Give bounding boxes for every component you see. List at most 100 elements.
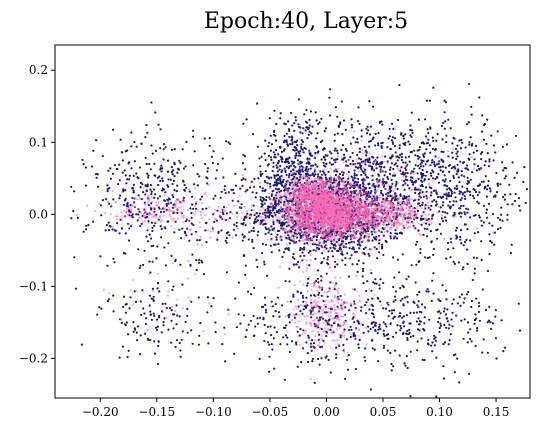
data-point [489,239,492,243]
data-point [333,158,336,162]
data-point [299,327,302,330]
data-point [389,147,392,151]
data-point [410,111,413,114]
data-point [336,132,339,135]
data-point [345,358,349,361]
data-point [375,178,378,181]
data-point [390,369,393,372]
data-point [275,174,278,177]
data-point [501,145,505,148]
data-point [306,121,309,124]
data-point [270,239,273,242]
data-point [173,148,176,151]
data-point [391,174,394,177]
data-point [146,172,149,175]
data-point [522,180,525,184]
data-point [463,211,466,214]
data-point [124,197,127,200]
data-point [337,239,341,242]
data-point [459,304,462,307]
data-point [271,199,274,202]
data-point [377,184,380,187]
data-point [164,264,167,267]
data-point [462,301,465,304]
data-point [441,165,444,168]
data-point [452,203,455,207]
data-point [365,230,368,233]
data-point [373,185,376,188]
data-point [256,265,259,269]
data-point [298,98,301,101]
data-point [213,220,216,223]
data-point [163,199,166,202]
data-point [270,251,273,254]
data-point [162,148,165,151]
data-point [145,162,148,166]
data-point [451,325,454,328]
data-point [339,336,342,339]
data-point [244,273,247,276]
data-point [345,242,348,245]
data-point [304,169,307,172]
data-point [384,307,387,310]
data-point [139,225,142,228]
data-point [421,175,424,178]
data-point [359,165,362,168]
data-point [375,167,378,170]
data-point [382,281,385,285]
data-point [379,327,382,331]
data-point [293,257,296,260]
data-point [341,259,344,262]
data-point [517,302,520,305]
data-point [490,327,493,330]
data-point [394,197,397,200]
data-point [469,328,472,331]
data-point [288,135,291,139]
data-point [151,226,154,229]
data-point [457,168,460,171]
data-point [333,149,336,152]
data-point [184,232,187,235]
data-point [271,170,274,173]
data-point [357,106,360,109]
data-point [245,118,248,121]
data-point [466,262,469,266]
data-point [361,251,364,254]
data-point [189,207,192,210]
data-point [322,161,325,164]
data-point [396,258,399,261]
data-point [246,212,249,215]
data-point [288,156,291,159]
data-point [207,342,210,345]
data-point [424,163,427,166]
data-point [450,241,453,244]
data-point [473,272,476,275]
data-point [440,217,443,220]
data-point [488,222,491,225]
data-point [244,264,247,267]
data-point [265,199,268,202]
data-point [192,207,195,210]
data-point [322,173,325,176]
data-point [333,179,336,182]
data-point [390,199,393,202]
data-point [214,194,217,197]
data-point [403,188,406,191]
data-point [418,167,421,170]
data-point [450,167,453,170]
data-point [134,300,138,303]
data-point [274,243,277,246]
data-point [234,234,238,237]
data-point [165,306,168,310]
data-point [408,187,411,190]
data-point [383,334,386,337]
data-point [464,213,467,216]
data-point [427,131,430,134]
data-point [262,223,265,226]
data-point [437,162,440,165]
data-point [355,250,358,253]
data-point [285,324,288,327]
data-point [430,174,433,177]
data-point [322,148,325,151]
data-point [336,230,339,233]
